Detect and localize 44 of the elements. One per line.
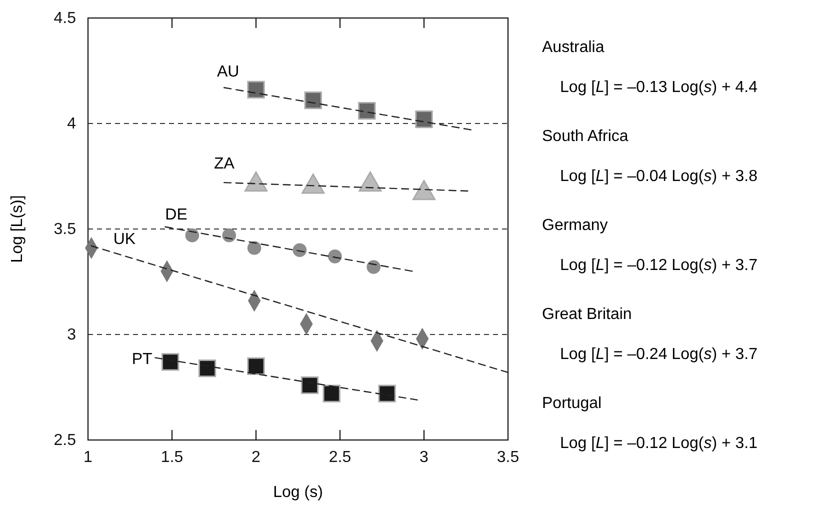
series-label: UK xyxy=(113,230,136,248)
text: Portugal xyxy=(542,395,602,412)
text: Log [L] = –0.24 Log(s) + 3.7 xyxy=(560,346,758,363)
x-tick-label: 1 xyxy=(84,449,93,466)
point xyxy=(304,91,322,110)
point xyxy=(415,110,433,128)
y-tick-label: 3 xyxy=(67,326,76,344)
point xyxy=(358,102,376,120)
x-axis-title: Log (s) xyxy=(273,484,323,501)
x-tick-label: 2.5 xyxy=(328,449,352,466)
x-tick-label: 3.5 xyxy=(496,449,520,466)
x-tick-label: 2 xyxy=(252,449,261,466)
series-label: AU xyxy=(217,64,240,81)
point xyxy=(292,243,307,257)
point xyxy=(198,359,216,378)
point xyxy=(322,384,340,402)
x-tick-label: 1.5 xyxy=(160,449,184,466)
series-label: DE xyxy=(165,206,188,224)
point xyxy=(222,228,236,242)
y-tick-label: 4 xyxy=(67,116,76,133)
series-label: ZA xyxy=(214,156,235,173)
point xyxy=(378,384,396,402)
point xyxy=(247,80,265,99)
text: Log [L] = –0.04 Log(s) + 3.8 xyxy=(560,168,758,185)
text: Australia xyxy=(542,39,604,56)
point xyxy=(247,241,262,255)
text: South Africa xyxy=(542,128,628,145)
y-axis-title: Log [L(s)] xyxy=(9,195,26,263)
text: Log [L] = –0.12 Log(s) + 3.1 xyxy=(560,435,758,452)
y-tick-label: 4.5 xyxy=(54,10,76,28)
text: Germany xyxy=(542,217,608,234)
point xyxy=(300,376,319,394)
point xyxy=(328,250,342,264)
text: Log [L] = –0.13 Log(s) + 4.4 xyxy=(560,79,758,96)
x-tick-label: 3 xyxy=(420,449,429,466)
point xyxy=(162,353,180,371)
point xyxy=(366,260,381,274)
point xyxy=(247,357,265,375)
series-label: PT xyxy=(132,350,153,368)
y-tick-label: 3.5 xyxy=(54,221,76,238)
y-tick-label: 2.5 xyxy=(54,432,76,450)
point xyxy=(185,228,200,242)
text: Log [L] = –0.12 Log(s) + 3.7 xyxy=(560,257,758,274)
text: Great Britain xyxy=(542,306,632,323)
